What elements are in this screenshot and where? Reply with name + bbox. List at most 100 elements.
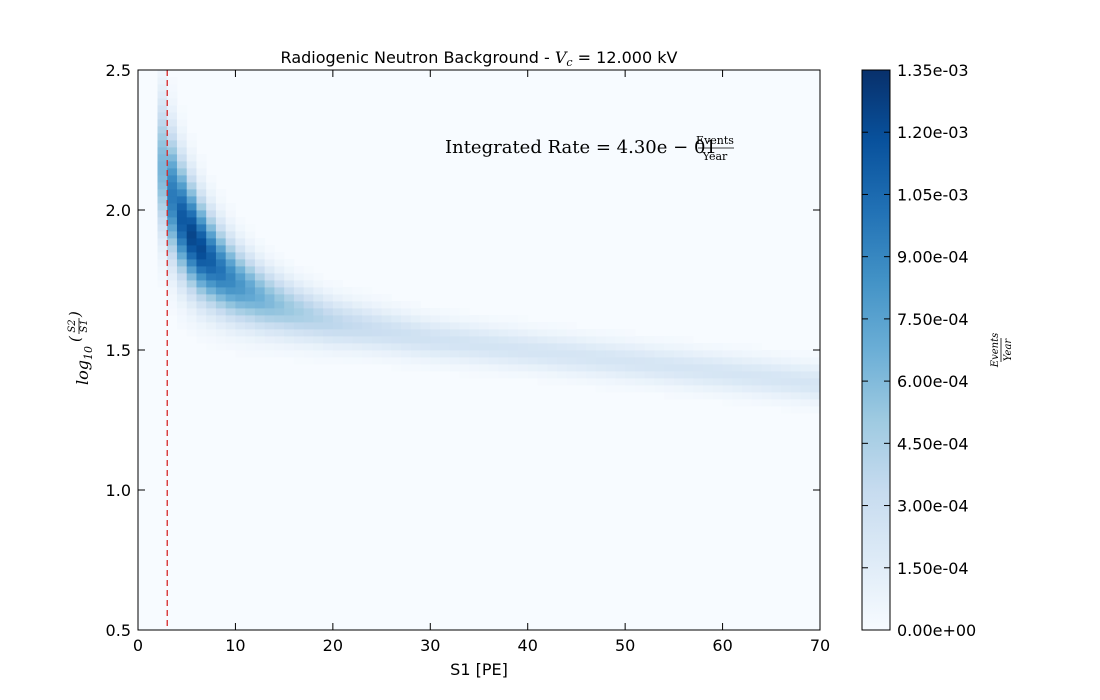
heatmap-cell [586, 378, 597, 386]
heatmap-cell [167, 252, 178, 260]
heatmap-cell [186, 266, 197, 274]
heatmap-cell [264, 245, 275, 253]
heatmap-cell [245, 231, 256, 239]
colorbar-ticks: 1.35e-03 1.20e-03 1.05e-03 9.00e-04 7.50e-04… [862, 61, 976, 640]
heatmap-cell [732, 392, 743, 400]
heatmap-cell [342, 357, 353, 365]
heatmap-cell [449, 350, 460, 358]
heatmap-cell [186, 175, 197, 183]
heatmap-cell [771, 385, 782, 393]
heatmap-cell [742, 364, 753, 372]
heatmap-cell [771, 399, 782, 407]
heatmap-cell [274, 301, 285, 309]
heatmap-cell [420, 336, 431, 344]
heatmap-cell [440, 336, 451, 344]
heatmap-cell [176, 182, 188, 190]
heatmap-cell [664, 378, 675, 386]
heatmap-cell [722, 392, 733, 400]
heatmap-cell [215, 322, 227, 330]
heatmap-cell [401, 357, 412, 365]
heatmap-cell [323, 336, 334, 344]
heatmap-cell [605, 350, 616, 358]
heatmap-cell [167, 210, 178, 218]
y-tick-label: 1.0 [106, 481, 131, 500]
heatmap-cell [167, 105, 178, 113]
heatmap-cell [352, 343, 363, 351]
heatmap-cell [391, 350, 402, 358]
heatmap-cell [176, 231, 188, 239]
heatmap-cell [420, 364, 431, 372]
heatmap-cell [284, 273, 295, 281]
heatmap-cell [332, 315, 343, 323]
heatmap-cell [167, 126, 178, 134]
y-axis-ticks: 0.5 1.0 1.5 2.0 2.5 [106, 61, 820, 640]
heatmap-cell [644, 371, 655, 379]
heatmap-cell [488, 357, 499, 365]
heatmap-cell [732, 343, 743, 351]
heatmap-cell [683, 336, 694, 344]
heatmap-cell [323, 322, 334, 330]
heatmap-cell [547, 322, 558, 330]
heatmap-cell [459, 364, 470, 372]
heatmap-cell [196, 308, 207, 316]
heatmap-cell [342, 329, 353, 337]
heatmap-cell [654, 385, 665, 393]
heatmap-cell [800, 392, 811, 400]
heatmap-cell [264, 294, 275, 302]
heatmap-cell [176, 280, 188, 288]
heatmap-cell [537, 336, 548, 344]
heatmap-cell [176, 259, 188, 267]
heatmap-cell [673, 343, 684, 351]
heatmap-cell [303, 336, 314, 344]
heatmap-cell [293, 336, 305, 344]
heatmap-cell [323, 343, 334, 351]
heatmap-cell [332, 280, 343, 288]
heatmap-cell [742, 385, 753, 393]
heatmap-cell [479, 364, 490, 372]
heatmap-cell [401, 364, 412, 372]
heatmap-cell [313, 343, 324, 351]
heatmap-cell [245, 329, 256, 337]
heatmap-cell [186, 161, 197, 169]
heatmap-cell [430, 308, 441, 316]
heatmap-cell [790, 350, 801, 358]
heatmap-cell [517, 315, 529, 323]
heatmap-cell [586, 350, 597, 358]
heatmap-cell [722, 399, 733, 407]
heatmap-cell [274, 343, 285, 351]
heatmap-cell [469, 322, 480, 330]
heatmap-cell [196, 329, 207, 337]
heatmap-cell [206, 217, 217, 225]
heatmap-cell [576, 343, 587, 351]
heatmap-cell [722, 385, 733, 393]
heatmap-cell [634, 357, 646, 365]
heatmap-cell [303, 280, 314, 288]
heatmap-cell [215, 315, 227, 323]
heatmap-cell [664, 350, 675, 358]
heatmap-cell [206, 301, 217, 309]
heatmap-cell [712, 350, 723, 358]
heatmap-cell [498, 315, 509, 323]
heatmap-cell [381, 343, 392, 351]
heatmap-cell [469, 357, 480, 365]
heatmap-cell [293, 266, 305, 274]
heatmap-cell [157, 280, 168, 288]
heatmap-cell [196, 238, 207, 246]
heatmap-cell [810, 357, 820, 365]
heatmap-cell [410, 308, 421, 316]
svg-text:S2: S2 [67, 319, 78, 332]
heatmap-cell [362, 287, 373, 295]
heatmap-cell [449, 364, 460, 372]
heatmap-cell [235, 315, 246, 323]
heatmap-cell [225, 224, 236, 232]
heatmap-cell [274, 252, 285, 260]
heatmap-cell [391, 308, 402, 316]
heatmap-cell [235, 308, 246, 316]
heatmap-cell [264, 343, 275, 351]
heatmap-cell [293, 350, 305, 358]
x-tick-label: 10 [225, 636, 245, 655]
heatmap-cell [722, 364, 733, 372]
heatmap-cell [293, 315, 305, 323]
x-tick-label: 60 [712, 636, 732, 655]
heatmap-cell [176, 294, 188, 302]
